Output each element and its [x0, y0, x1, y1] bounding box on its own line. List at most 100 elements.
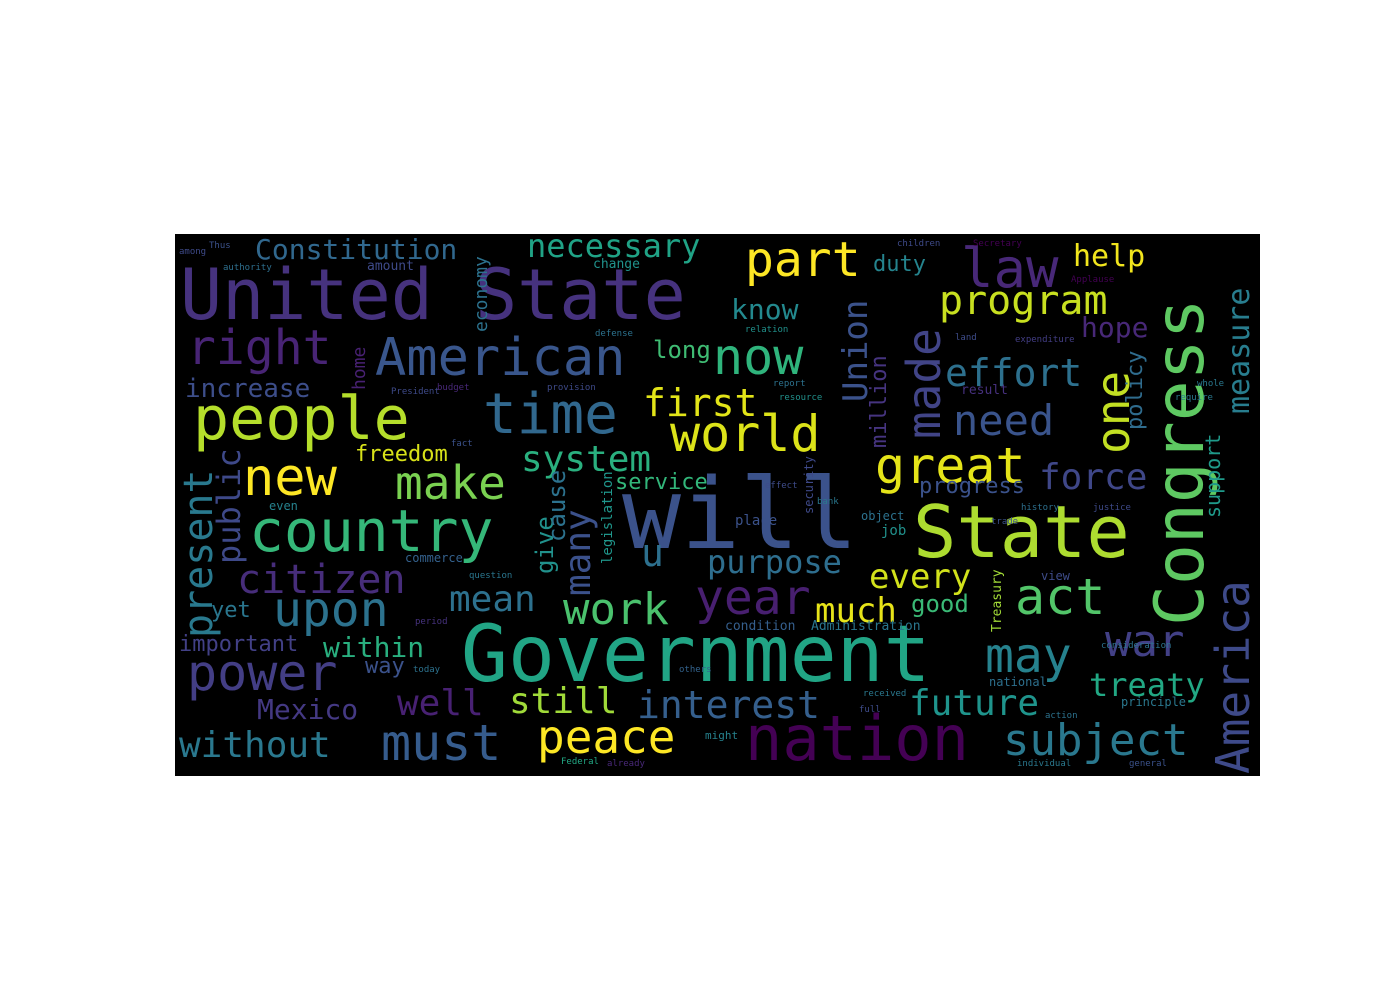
- word: power: [187, 644, 338, 702]
- word: great: [875, 437, 1026, 495]
- word: President: [391, 387, 440, 397]
- word: way: [365, 654, 405, 679]
- word-cloud: will Government United State State Congr…: [175, 234, 1260, 776]
- word: world: [670, 405, 821, 463]
- word: view: [1041, 569, 1070, 583]
- word: progress: [919, 474, 1025, 499]
- word: policy: [1123, 350, 1148, 430]
- word: cause: [543, 469, 571, 542]
- word: interest: [637, 683, 821, 727]
- word: part: [745, 234, 861, 288]
- word: commerce: [405, 551, 463, 565]
- word: change: [593, 257, 640, 272]
- word: work: [563, 584, 669, 635]
- word: citizen: [237, 557, 406, 603]
- word: Federal: [561, 757, 599, 767]
- word: Secretary: [973, 239, 1022, 249]
- word: peace: [537, 710, 676, 764]
- word: made: [897, 328, 951, 439]
- word: without: [179, 725, 331, 766]
- word: within: [323, 631, 425, 664]
- word: among: [179, 247, 207, 257]
- word: full: [859, 705, 881, 715]
- word: purpose: [707, 543, 842, 581]
- word: Applause: [1071, 275, 1115, 285]
- word: u: [641, 531, 664, 575]
- word: million: [867, 355, 892, 448]
- word: time: [483, 382, 618, 447]
- word: security: [802, 456, 816, 514]
- word: whole: [1197, 379, 1225, 389]
- word: subject: [1003, 715, 1189, 766]
- word: land: [955, 333, 977, 343]
- word: action: [1045, 711, 1078, 721]
- word: future: [909, 683, 1040, 724]
- word: support: [1201, 433, 1225, 518]
- word: require: [1175, 393, 1213, 403]
- word: place: [735, 513, 778, 529]
- word: nation: [745, 702, 969, 775]
- word: will: [622, 458, 859, 572]
- word: fact: [451, 439, 473, 449]
- word: Mexico: [257, 693, 359, 726]
- word: Treasury: [990, 569, 1005, 632]
- word: relation: [745, 325, 789, 335]
- word: provision: [547, 383, 596, 393]
- word: might: [705, 729, 739, 742]
- word: already: [607, 759, 645, 769]
- word: freedom: [355, 442, 448, 467]
- word: Constitution: [255, 234, 458, 266]
- word: good: [911, 590, 969, 618]
- word: defense: [595, 329, 633, 339]
- word: question: [469, 571, 513, 581]
- word: individual: [1017, 759, 1072, 769]
- word: system: [521, 439, 652, 480]
- word: American: [375, 328, 626, 388]
- word: new: [243, 448, 337, 508]
- word: children: [897, 239, 941, 249]
- word: measure: [1222, 287, 1257, 414]
- word: report: [773, 379, 806, 389]
- word: much: [815, 591, 897, 631]
- word: treaty: [1089, 666, 1205, 704]
- word: even: [269, 499, 298, 513]
- word: economy: [471, 256, 492, 332]
- word: object: [861, 509, 905, 523]
- word: others: [679, 665, 712, 675]
- word: need: [953, 396, 1055, 445]
- word: may: [985, 628, 1072, 684]
- word: now: [713, 328, 804, 386]
- word: justice: [1093, 503, 1131, 513]
- word: people: [193, 384, 410, 454]
- word: make: [395, 456, 506, 510]
- word: duty: [873, 252, 926, 277]
- word: result: [961, 383, 1008, 398]
- word: amount: [367, 259, 414, 274]
- word: expenditure: [1015, 335, 1075, 345]
- word: important: [179, 632, 299, 657]
- word: upon: [273, 582, 389, 638]
- word: effect: [765, 481, 798, 491]
- word: consideration: [1101, 641, 1172, 651]
- word: yet: [211, 598, 251, 623]
- word: public: [210, 448, 248, 564]
- word: national: [989, 675, 1047, 689]
- word: program: [939, 278, 1108, 324]
- word: America: [1206, 580, 1260, 774]
- word: legislation: [600, 471, 616, 564]
- word: increase: [185, 374, 311, 404]
- word: resource: [779, 393, 823, 403]
- word: budget: [437, 383, 470, 393]
- word: law: [961, 237, 1059, 300]
- word: period: [415, 617, 448, 627]
- word: force: [1039, 457, 1148, 498]
- word: general: [1129, 759, 1167, 769]
- word: act: [1015, 568, 1106, 626]
- word: bank: [817, 497, 839, 507]
- word: today: [413, 665, 441, 675]
- word: necessary: [527, 234, 701, 265]
- word: every: [869, 557, 972, 597]
- word: country: [249, 497, 494, 565]
- word: trade: [991, 517, 1019, 527]
- word: year: [695, 570, 811, 626]
